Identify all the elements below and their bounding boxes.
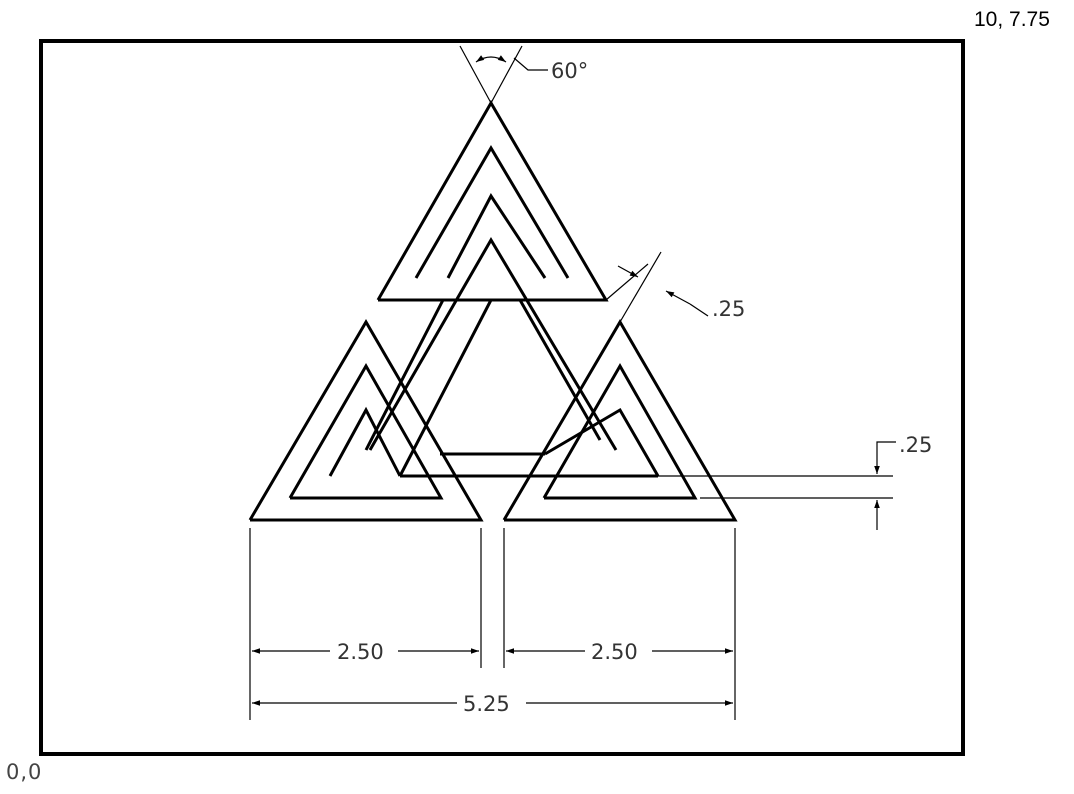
band-width-vertical-label: .25 bbox=[899, 433, 932, 457]
band-width-vertical-dimension bbox=[658, 441, 896, 530]
total-width-label: 5.25 bbox=[463, 692, 510, 716]
band-width-diagonal-label: .25 bbox=[712, 297, 745, 321]
extension-lines bbox=[249, 528, 736, 720]
left-width-label: 2.50 bbox=[337, 640, 384, 664]
band-width-diagonal-dimension bbox=[605, 251, 709, 323]
right-triangle-inner-2 bbox=[544, 407, 660, 477]
triangle-knot bbox=[248, 100, 738, 522]
drawing-border bbox=[39, 39, 965, 756]
right-triangle-inner bbox=[542, 362, 698, 500]
left-triangle-outer bbox=[248, 319, 484, 522]
left-triangle-inner bbox=[288, 362, 444, 500]
center-band-3 bbox=[364, 299, 445, 451]
top-triangle-inner-2 bbox=[446, 193, 547, 279]
right-width-label: 2.50 bbox=[591, 640, 638, 664]
center-band-4 bbox=[518, 299, 602, 441]
angle-label: 60° bbox=[551, 59, 588, 83]
left-triangle-inner-2 bbox=[328, 406, 402, 477]
top-triangle-inner bbox=[414, 145, 570, 279]
right-triangle-outer bbox=[502, 319, 738, 522]
bottom-left-coordinate-label: 0,0 bbox=[6, 760, 43, 784]
top-right-coordinate-label: 10, 7.75 bbox=[974, 8, 1050, 31]
center-band-2 bbox=[398, 299, 493, 477]
angle-dimension bbox=[459, 45, 548, 104]
center-band-1 bbox=[368, 237, 618, 451]
top-triangle-outer bbox=[376, 100, 609, 302]
